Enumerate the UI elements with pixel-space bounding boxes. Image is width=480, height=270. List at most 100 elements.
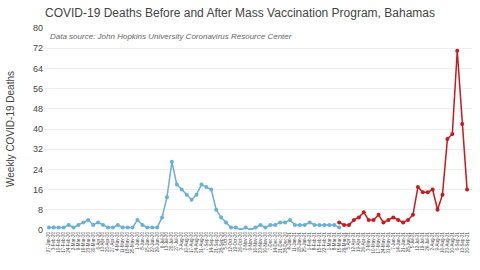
svg-text:16-Aug-21: 16-Aug-21	[440, 231, 445, 253]
svg-text:28-Sep-20: 28-Sep-20	[219, 231, 224, 253]
svg-text:56: 56	[33, 84, 43, 94]
svg-text:28-Jun-21: 28-Jun-21	[406, 231, 411, 252]
svg-text:15-Mar-21: 15-Mar-21	[337, 231, 342, 252]
svg-text:72: 72	[33, 43, 43, 53]
svg-text:3-May-21: 3-May-21	[366, 231, 371, 251]
svg-text:4-May-20: 4-May-20	[115, 231, 120, 251]
svg-text:23-Nov-20: 23-Nov-20	[258, 231, 263, 253]
svg-text:5-Oct-20: 5-Oct-20	[223, 231, 228, 249]
svg-text:1-Feb-21: 1-Feb-21	[307, 231, 312, 250]
svg-text:19-Oct-20: 19-Oct-20	[233, 231, 238, 252]
svg-text:16-Mar-20: 16-Mar-20	[81, 231, 86, 252]
svg-text:19-Jul-21: 19-Jul-21	[420, 231, 425, 250]
svg-text:30-Mar-20: 30-Mar-20	[91, 231, 96, 252]
svg-text:27-Jan-20: 27-Jan-20	[46, 231, 51, 252]
svg-text:11-May-20: 11-May-20	[120, 231, 125, 253]
svg-text:24-Aug-20: 24-Aug-20	[194, 231, 199, 253]
svg-text:28-Dec-20: 28-Dec-20	[283, 231, 288, 253]
svg-text:14-Jun-21: 14-Jun-21	[396, 231, 401, 252]
svg-text:26-Apr-21: 26-Apr-21	[361, 231, 366, 252]
svg-text:31-Aug-20: 31-Aug-20	[199, 231, 204, 253]
svg-text:1-Mar-21: 1-Mar-21	[327, 231, 332, 250]
svg-text:80: 80	[33, 23, 43, 33]
svg-text:16: 16	[33, 185, 43, 195]
svg-text:26-Oct-20: 26-Oct-20	[238, 231, 243, 252]
svg-text:23-Aug-21: 23-Aug-21	[445, 231, 450, 253]
svg-text:26-Jul-21: 26-Jul-21	[425, 231, 430, 250]
svg-text:2-Aug-21: 2-Aug-21	[430, 231, 435, 250]
svg-text:12-Apr-21: 12-Apr-21	[351, 231, 356, 252]
svg-text:3-Aug-20: 3-Aug-20	[179, 231, 184, 250]
svg-text:20-Sep-21: 20-Sep-21	[465, 231, 470, 253]
svg-text:10-May-21: 10-May-21	[371, 231, 376, 253]
svg-text:6-Jul-20: 6-Jul-20	[160, 231, 165, 248]
svg-text:9-Aug-21: 9-Aug-21	[435, 231, 440, 250]
svg-text:7-Dec-20: 7-Dec-20	[268, 231, 273, 250]
svg-text:2-Mar-20: 2-Mar-20	[71, 231, 76, 250]
svg-text:23-Mar-20: 23-Mar-20	[86, 231, 91, 252]
svg-text:7-Sep-20: 7-Sep-20	[204, 231, 209, 250]
svg-text:2-Nov-20: 2-Nov-20	[243, 231, 248, 250]
svg-text:30-Nov-20: 30-Nov-20	[263, 231, 268, 253]
svg-text:9-Nov-20: 9-Nov-20	[248, 231, 253, 250]
svg-text:22-Jun-20: 22-Jun-20	[150, 231, 155, 252]
svg-text:Data source: John Hopkins Univ: Data source: John Hopkins University Cor…	[50, 32, 292, 41]
svg-text:29-Jun-20: 29-Jun-20	[155, 231, 160, 252]
svg-text:3-Feb-20: 3-Feb-20	[51, 231, 56, 250]
svg-text:21-Dec-20: 21-Dec-20	[278, 231, 283, 253]
svg-text:COVID-19 Deaths Before and Aft: COVID-19 Deaths Before and After Mass Va…	[45, 6, 435, 20]
svg-text:8: 8	[38, 205, 43, 215]
svg-text:14-Sep-20: 14-Sep-20	[209, 231, 214, 253]
svg-text:8-Jun-20: 8-Jun-20	[140, 231, 145, 249]
svg-text:15-Feb-21: 15-Feb-21	[317, 231, 322, 252]
svg-text:8-Feb-21: 8-Feb-21	[312, 231, 317, 250]
svg-text:12-Jul-21: 12-Jul-21	[415, 231, 420, 250]
svg-text:4-Jan-21: 4-Jan-21	[287, 231, 292, 249]
svg-text:24: 24	[33, 165, 43, 175]
svg-text:6-Apr-20: 6-Apr-20	[96, 231, 101, 249]
svg-text:18-May-20: 18-May-20	[125, 231, 130, 253]
svg-text:12-Oct-20: 12-Oct-20	[228, 231, 233, 252]
svg-text:8-Mar-21: 8-Mar-21	[332, 231, 337, 250]
svg-text:25-May-20: 25-May-20	[130, 231, 135, 253]
svg-text:15-Jun-20: 15-Jun-20	[145, 231, 150, 252]
svg-text:27-Apr-20: 27-Apr-20	[110, 231, 115, 252]
svg-text:48: 48	[33, 104, 43, 114]
svg-text:9-Mar-20: 9-Mar-20	[76, 231, 81, 250]
svg-text:22-Feb-21: 22-Feb-21	[322, 231, 327, 252]
svg-text:32: 32	[33, 144, 43, 154]
svg-text:20-Apr-20: 20-Apr-20	[105, 231, 110, 252]
svg-text:40: 40	[33, 124, 43, 134]
svg-text:10-Aug-20: 10-Aug-20	[184, 231, 189, 253]
svg-text:17-Aug-20: 17-Aug-20	[189, 231, 194, 253]
svg-text:14-Dec-20: 14-Dec-20	[273, 231, 278, 253]
svg-text:7-Jun-21: 7-Jun-21	[391, 231, 396, 249]
svg-text:20-Jul-20: 20-Jul-20	[169, 231, 174, 250]
svg-text:19-Apr-21: 19-Apr-21	[356, 231, 361, 252]
svg-text:6-Sep-21: 6-Sep-21	[455, 231, 460, 250]
svg-text:25-Jan-21: 25-Jan-21	[302, 231, 307, 252]
svg-text:5-Jul-21: 5-Jul-21	[410, 231, 415, 248]
svg-text:21-Jun-21: 21-Jun-21	[401, 231, 406, 252]
svg-text:13-Jul-20: 13-Jul-20	[164, 231, 169, 250]
svg-text:13-Sep-21: 13-Sep-21	[460, 231, 465, 253]
svg-text:17-Feb-20: 17-Feb-20	[61, 231, 66, 252]
svg-text:16-Nov-20: 16-Nov-20	[253, 231, 258, 253]
svg-text:1-Jun-20: 1-Jun-20	[135, 231, 140, 249]
svg-text:5-Apr-21: 5-Apr-21	[346, 231, 351, 249]
svg-text:24-Feb-20: 24-Feb-20	[66, 231, 71, 252]
svg-text:29-Mar-21: 29-Mar-21	[342, 231, 347, 252]
svg-text:17-May-21: 17-May-21	[376, 231, 381, 253]
svg-text:10-Feb-20: 10-Feb-20	[56, 231, 61, 252]
svg-text:18-Jan-21: 18-Jan-21	[297, 231, 302, 252]
svg-text:11-Jan-21: 11-Jan-21	[292, 231, 297, 251]
svg-text:13-Apr-20: 13-Apr-20	[100, 231, 105, 252]
svg-text:27-Jul-20: 27-Jul-20	[174, 231, 179, 250]
svg-text:Weekly COVID-19 Deaths: Weekly COVID-19 Deaths	[5, 71, 16, 187]
svg-text:21-Sep-20: 21-Sep-20	[214, 231, 219, 253]
svg-text:64: 64	[33, 64, 43, 74]
svg-text:31-May-21: 31-May-21	[386, 231, 391, 253]
svg-text:24-May-21: 24-May-21	[381, 231, 386, 253]
svg-text:30-Aug-21: 30-Aug-21	[450, 231, 455, 253]
svg-text:0: 0	[38, 225, 43, 235]
